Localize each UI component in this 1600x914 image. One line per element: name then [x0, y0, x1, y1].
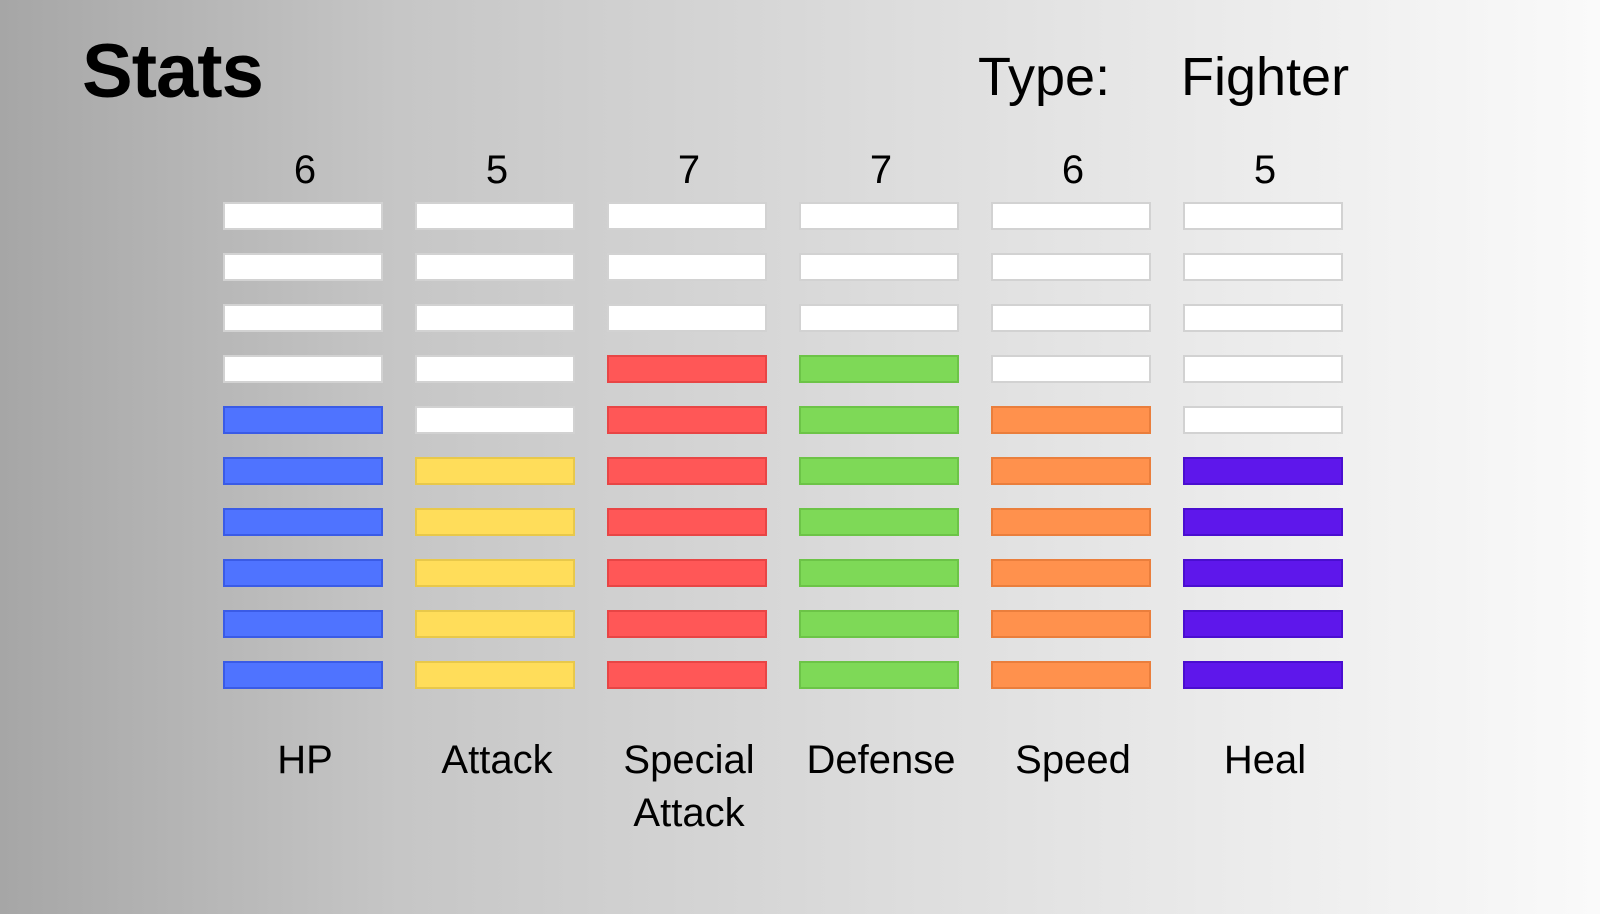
stat-segment-filled — [415, 457, 575, 485]
stat-segment-empty — [991, 253, 1151, 281]
stat-segment-empty — [1183, 253, 1343, 281]
stat-segment-empty — [991, 202, 1151, 230]
stat-segment-empty — [415, 304, 575, 332]
stat-segment-filled — [223, 610, 383, 638]
stat-segment-empty — [799, 202, 959, 230]
stat-segment-empty — [415, 202, 575, 230]
stat-column-special-attack: 7 Special Attack — [607, 0, 771, 914]
stat-column-hp: 6 HP — [223, 0, 387, 914]
stat-segment-filled — [1183, 508, 1343, 536]
stat-segment-filled — [607, 559, 767, 587]
stat-segment-empty — [991, 304, 1151, 332]
stat-segment-empty — [223, 202, 383, 230]
stat-segment-filled — [799, 661, 959, 689]
stat-segment-empty — [1183, 202, 1343, 230]
stat-segment-empty — [415, 406, 575, 434]
stat-label-attack: Attack — [441, 738, 553, 782]
stat-segment-filled — [415, 661, 575, 689]
stat-segment-filled — [991, 559, 1151, 587]
page-title: Stats — [82, 29, 264, 114]
stat-segment-empty — [607, 202, 767, 230]
stat-segment-filled — [607, 508, 767, 536]
stat-segment-filled — [223, 559, 383, 587]
stat-segment-empty — [799, 253, 959, 281]
type-label: Type: — [978, 47, 1111, 107]
stat-segment-filled — [415, 610, 575, 638]
stat-segment-filled — [799, 457, 959, 485]
stat-segment-filled — [607, 661, 767, 689]
stat-segment-filled — [1183, 610, 1343, 638]
stat-segment-empty — [1183, 406, 1343, 434]
stat-value-hp: 6 — [293, 148, 317, 192]
stat-segment-filled — [223, 406, 383, 434]
stat-segment-filled — [991, 406, 1151, 434]
stat-segment-empty — [991, 355, 1151, 383]
stat-column-speed: 6 Speed — [991, 0, 1155, 914]
stat-value-speed: 6 — [1061, 148, 1085, 192]
stat-segment-filled — [1183, 559, 1343, 587]
stat-segment-empty — [1183, 304, 1343, 332]
stat-label-hp: HP — [277, 738, 333, 782]
stat-segment-filled — [991, 610, 1151, 638]
stat-segment-empty — [223, 304, 383, 332]
stat-segment-filled — [1183, 457, 1343, 485]
stat-column-heal: 5 Heal — [1183, 0, 1347, 914]
stat-segment-filled — [607, 406, 767, 434]
stat-segment-filled — [1183, 661, 1343, 689]
stat-segment-empty — [223, 355, 383, 383]
stat-segment-empty — [223, 253, 383, 281]
stat-segment-filled — [223, 457, 383, 485]
stat-label-defense: Defense — [806, 738, 956, 782]
stat-segment-filled — [415, 559, 575, 587]
stat-segment-filled — [799, 508, 959, 536]
stat-value-defense: 7 — [869, 148, 893, 192]
stat-label-special-attack: Special Attack — [623, 738, 755, 835]
stat-segment-empty — [1183, 355, 1343, 383]
stat-label-speed: Speed — [1015, 738, 1131, 782]
stat-column-defense: 7 Defense — [799, 0, 963, 914]
stat-segment-empty — [415, 355, 575, 383]
stat-segment-empty — [415, 253, 575, 281]
stat-segment-filled — [607, 610, 767, 638]
stat-segment-filled — [799, 406, 959, 434]
stat-segment-filled — [415, 508, 575, 536]
stat-segment-filled — [607, 457, 767, 485]
stat-segment-empty — [607, 253, 767, 281]
stat-segment-filled — [223, 661, 383, 689]
stat-column-attack: 5 Attack — [415, 0, 579, 914]
stat-segment-empty — [607, 304, 767, 332]
stat-segment-filled — [799, 355, 959, 383]
stat-segment-filled — [991, 508, 1151, 536]
stat-label-heal: Heal — [1223, 738, 1307, 782]
stat-segment-filled — [799, 559, 959, 587]
stat-segment-filled — [799, 610, 959, 638]
stat-segment-filled — [607, 355, 767, 383]
stat-segment-empty — [799, 304, 959, 332]
stat-value-attack: 5 — [485, 148, 509, 192]
stat-segment-filled — [991, 661, 1151, 689]
stat-value-special-attack: 7 — [677, 148, 701, 192]
type-value: Fighter — [1181, 47, 1350, 107]
stat-segment-filled — [991, 457, 1151, 485]
stat-value-heal: 5 — [1253, 148, 1277, 192]
stat-segment-filled — [223, 508, 383, 536]
